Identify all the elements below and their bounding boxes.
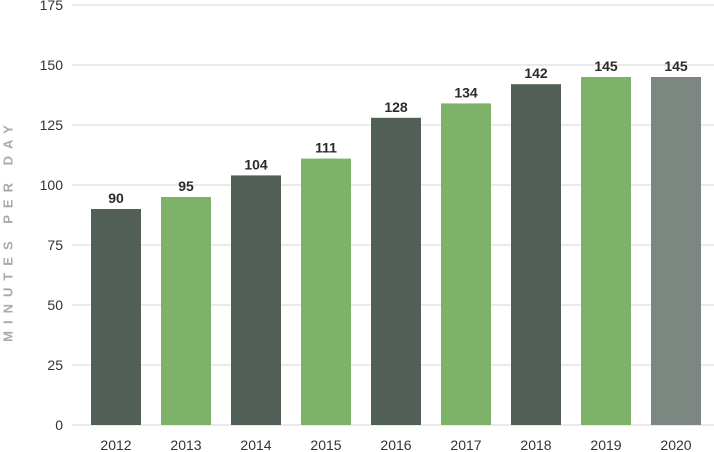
x-tick-label: 2012 xyxy=(100,437,131,452)
x-tick-label: 2019 xyxy=(590,437,621,452)
bar xyxy=(581,77,631,425)
data-label: 145 xyxy=(594,58,618,74)
x-tick-label: 2020 xyxy=(660,437,691,452)
x-tick-label: 2018 xyxy=(520,437,551,452)
bar xyxy=(651,77,701,425)
y-tick-label: 75 xyxy=(47,237,63,253)
y-axis-ticks: 0 25 50 75 100 125 150 175 xyxy=(40,0,64,433)
bar xyxy=(441,103,491,426)
x-tick-label: 2014 xyxy=(240,437,271,452)
data-labels: 90 95 104 111 128 134 142 145 145 xyxy=(108,58,688,206)
y-tick-label: 100 xyxy=(40,177,64,193)
x-tick-label: 2013 xyxy=(170,437,201,452)
data-label: 90 xyxy=(108,190,124,206)
bar xyxy=(371,117,421,426)
data-label: 111 xyxy=(315,140,337,156)
data-label: 142 xyxy=(524,65,548,81)
data-label: 104 xyxy=(244,156,268,172)
bar xyxy=(511,84,561,425)
y-tick-label: 125 xyxy=(40,117,64,133)
bar xyxy=(91,209,141,425)
bar xyxy=(161,197,211,425)
data-label: 95 xyxy=(178,178,194,194)
x-tick-label: 2016 xyxy=(380,437,411,452)
data-label: 134 xyxy=(454,84,478,100)
data-label: 145 xyxy=(664,58,688,74)
data-label: 128 xyxy=(384,99,408,115)
bar xyxy=(231,175,281,425)
y-tick-label: 50 xyxy=(47,297,63,313)
x-tick-label: 2015 xyxy=(310,437,341,452)
y-tick-label: 150 xyxy=(40,57,64,73)
y-tick-label: 25 xyxy=(47,357,63,373)
y-tick-label: 0 xyxy=(55,417,63,433)
bars xyxy=(91,77,701,426)
bar xyxy=(301,158,351,425)
x-tick-label: 2017 xyxy=(450,437,481,452)
x-axis-ticks: 2012 2013 2014 2015 2016 2017 2018 2019 2020 xyxy=(100,437,691,452)
y-tick-label: 175 xyxy=(40,0,64,13)
